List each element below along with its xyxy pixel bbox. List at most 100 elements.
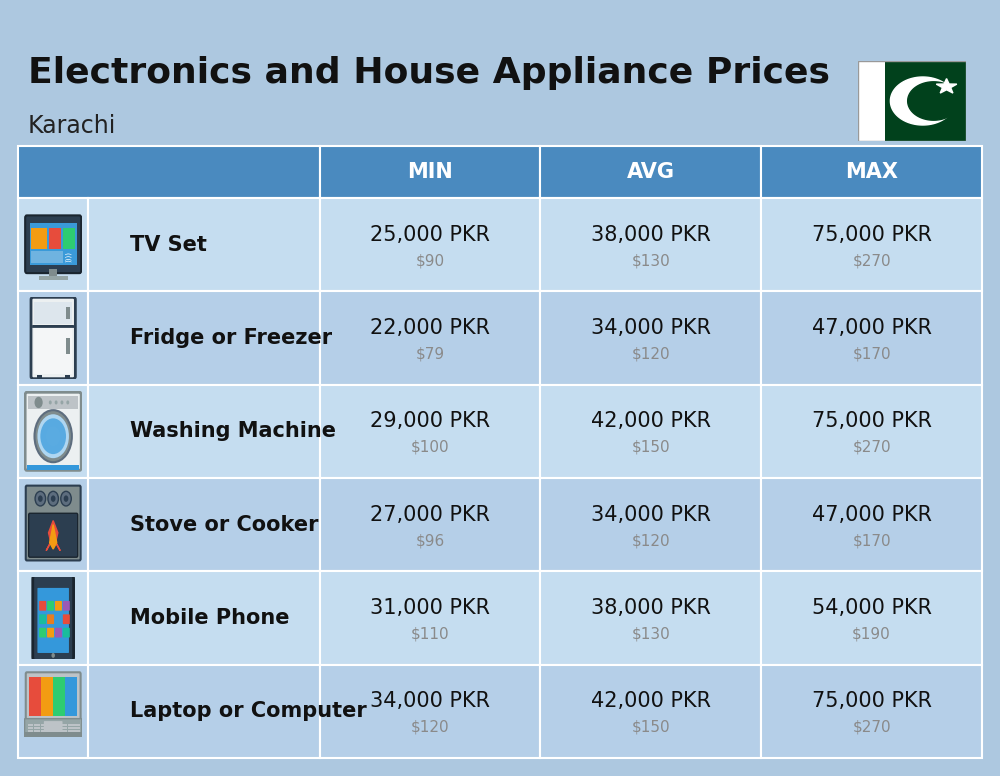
Circle shape bbox=[61, 491, 71, 506]
FancyBboxPatch shape bbox=[33, 575, 74, 661]
Bar bbox=[540, 146, 761, 198]
Text: TV Set: TV Set bbox=[130, 234, 207, 255]
Bar bbox=[54, 723, 60, 726]
Bar bbox=[41, 730, 47, 733]
Text: Washing Machine: Washing Machine bbox=[130, 421, 336, 442]
Bar bbox=[74, 723, 80, 726]
Bar bbox=[68, 727, 74, 729]
Polygon shape bbox=[936, 78, 957, 93]
FancyBboxPatch shape bbox=[25, 393, 81, 470]
Bar bbox=[31, 251, 63, 263]
Bar bbox=[65, 677, 77, 716]
FancyBboxPatch shape bbox=[55, 601, 62, 611]
Bar bbox=[18, 478, 88, 571]
Bar bbox=[320, 291, 540, 385]
Circle shape bbox=[37, 414, 69, 458]
Text: 27,000 PKR: 27,000 PKR bbox=[370, 504, 490, 525]
Polygon shape bbox=[46, 521, 60, 551]
Text: Laptop or Computer: Laptop or Computer bbox=[130, 702, 367, 722]
Bar bbox=[28, 397, 78, 408]
Text: MAX: MAX bbox=[845, 162, 898, 182]
Bar bbox=[88, 291, 320, 385]
Circle shape bbox=[48, 491, 58, 506]
Text: $270: $270 bbox=[852, 720, 891, 735]
Bar bbox=[320, 665, 540, 758]
Bar bbox=[66, 307, 70, 319]
Bar bbox=[41, 723, 47, 726]
Bar bbox=[320, 146, 540, 198]
Bar bbox=[41, 727, 47, 729]
Circle shape bbox=[60, 400, 63, 404]
Bar bbox=[761, 478, 982, 571]
FancyBboxPatch shape bbox=[47, 601, 54, 611]
Circle shape bbox=[55, 400, 58, 404]
Bar bbox=[540, 291, 761, 385]
Text: $120: $120 bbox=[411, 720, 449, 735]
Bar bbox=[18, 146, 320, 198]
Text: 54,000 PKR: 54,000 PKR bbox=[812, 598, 932, 618]
Circle shape bbox=[51, 495, 56, 502]
Text: AVG: AVG bbox=[627, 162, 675, 182]
Text: 42,000 PKR: 42,000 PKR bbox=[591, 411, 711, 431]
Bar bbox=[540, 571, 761, 665]
Bar bbox=[761, 198, 982, 291]
Text: $150: $150 bbox=[632, 720, 670, 735]
Bar bbox=[18, 385, 88, 478]
Bar bbox=[34, 727, 40, 729]
Bar bbox=[88, 571, 320, 665]
Text: $130: $130 bbox=[631, 253, 670, 268]
Text: 34,000 PKR: 34,000 PKR bbox=[591, 504, 711, 525]
Bar bbox=[39, 276, 68, 280]
Bar bbox=[24, 733, 82, 737]
Text: $150: $150 bbox=[632, 440, 670, 455]
Bar bbox=[31, 228, 47, 249]
Bar bbox=[18, 571, 88, 665]
Circle shape bbox=[66, 400, 69, 404]
Bar bbox=[54, 730, 60, 733]
Text: 38,000 PKR: 38,000 PKR bbox=[591, 225, 711, 244]
FancyBboxPatch shape bbox=[55, 615, 62, 624]
Text: $170: $170 bbox=[852, 347, 891, 362]
Text: $270: $270 bbox=[852, 440, 891, 455]
FancyBboxPatch shape bbox=[63, 601, 70, 611]
Text: 75,000 PKR: 75,000 PKR bbox=[812, 225, 932, 244]
FancyBboxPatch shape bbox=[63, 615, 70, 624]
FancyBboxPatch shape bbox=[29, 513, 78, 557]
Bar bbox=[88, 198, 320, 291]
Polygon shape bbox=[890, 77, 955, 125]
Bar bbox=[48, 727, 53, 729]
Text: $110: $110 bbox=[411, 626, 449, 642]
FancyBboxPatch shape bbox=[31, 297, 75, 379]
Bar bbox=[61, 727, 67, 729]
Text: )))): )))) bbox=[65, 251, 71, 262]
Text: 34,000 PKR: 34,000 PKR bbox=[591, 318, 711, 338]
Bar bbox=[68, 723, 74, 726]
Text: $96: $96 bbox=[415, 533, 445, 548]
Circle shape bbox=[51, 653, 55, 658]
Bar bbox=[63, 228, 75, 249]
Bar bbox=[37, 375, 42, 379]
Text: Fridge or Freezer: Fridge or Freezer bbox=[130, 328, 332, 348]
FancyBboxPatch shape bbox=[34, 302, 72, 324]
Bar bbox=[320, 198, 540, 291]
FancyBboxPatch shape bbox=[44, 721, 63, 733]
Bar bbox=[48, 723, 53, 726]
FancyBboxPatch shape bbox=[37, 588, 69, 653]
Text: $130: $130 bbox=[631, 626, 670, 642]
Bar bbox=[320, 571, 540, 665]
FancyBboxPatch shape bbox=[26, 672, 81, 721]
FancyBboxPatch shape bbox=[55, 628, 62, 638]
Circle shape bbox=[64, 495, 68, 502]
Bar bbox=[49, 228, 61, 249]
Text: 42,000 PKR: 42,000 PKR bbox=[591, 691, 711, 712]
Text: $120: $120 bbox=[632, 533, 670, 548]
Circle shape bbox=[38, 495, 43, 502]
Text: $90: $90 bbox=[416, 253, 445, 268]
Bar bbox=[74, 727, 80, 729]
Bar bbox=[540, 478, 761, 571]
FancyBboxPatch shape bbox=[25, 719, 82, 735]
Bar bbox=[65, 375, 70, 379]
Circle shape bbox=[49, 400, 52, 404]
Text: Stove or Cooker: Stove or Cooker bbox=[130, 514, 318, 535]
Text: Mobile Phone: Mobile Phone bbox=[130, 608, 289, 628]
